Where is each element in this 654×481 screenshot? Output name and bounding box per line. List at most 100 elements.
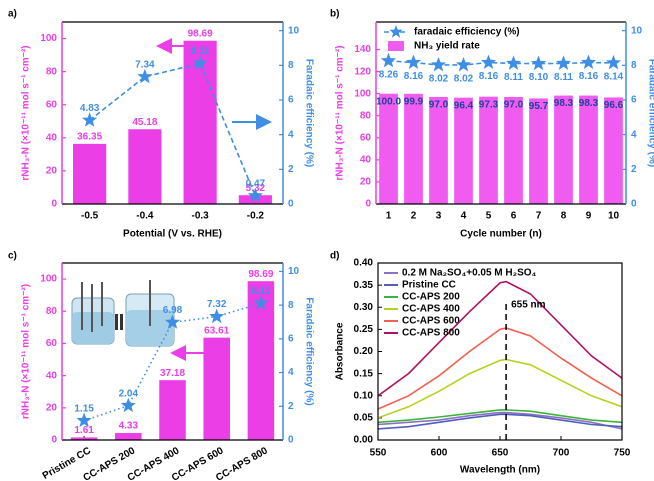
x-tick-label: 750 (614, 448, 631, 459)
fe-marker (164, 314, 181, 329)
spectrum-line (377, 409, 623, 424)
y-tick-label: 100 (40, 274, 57, 285)
y-tick-label: 40 (46, 132, 58, 143)
fe-marker (192, 55, 208, 70)
bar-label: 36.35 (77, 131, 102, 142)
y-axis-title: rNH₃-N (×10⁻¹¹ mol s⁻¹ cm⁻²) (21, 284, 32, 419)
y-tick-label: 80 (46, 306, 58, 317)
fe-label: 8.16 (404, 71, 424, 82)
y-tick-label: 120 (354, 66, 371, 77)
y2-tick-label: 8 (288, 60, 294, 71)
bar (238, 195, 272, 204)
x-tick-label: 600 (431, 448, 448, 459)
bar (115, 433, 142, 440)
bar-label: 100.0 (376, 96, 401, 107)
bar (429, 97, 448, 204)
fe-label: 0.47 (246, 178, 266, 189)
x-tick-label: 4 (461, 211, 467, 222)
bar (504, 97, 523, 204)
y-tick-label: 100 (354, 88, 371, 99)
y-axis-title: rNH₃-N (×10⁻¹¹ mol s⁻¹ cm⁻²) (21, 45, 32, 180)
bar (604, 97, 623, 204)
y-tick-label: 80 (360, 110, 372, 121)
legend-marker (389, 25, 403, 38)
x-tick-label: -0.5 (81, 211, 99, 222)
x-tick-label: 650 (492, 448, 509, 459)
annotation-label: 655 nm (511, 300, 546, 311)
spectrum-line (377, 280, 623, 397)
x-tick-label: 10 (608, 211, 620, 222)
y-tick-label: 80 (46, 66, 58, 77)
plot-frame (377, 262, 623, 441)
x-tick-label: -0.3 (192, 211, 210, 222)
inset-cell (71, 280, 175, 347)
fe-label: 7.34 (135, 59, 155, 70)
fe-label: 8.16 (479, 71, 499, 82)
fe-marker (480, 54, 497, 69)
panel-label: c) (8, 251, 17, 262)
y2-tick-label: 10 (288, 266, 300, 277)
fe-marker (82, 112, 98, 127)
x-tick-label: 700 (553, 448, 570, 459)
spectrum-line (377, 413, 623, 430)
fe-label: 7.32 (207, 299, 227, 310)
fe-marker (380, 52, 397, 68)
bar-label: 63.61 (204, 325, 229, 336)
fe-label: 8.02 (429, 74, 449, 85)
y2-tick-label: 6 (288, 95, 294, 106)
y2-tick-label: 2 (288, 401, 294, 412)
bar-label: 97.0 (504, 100, 524, 111)
y2-axis-title: Faradaic efficiency (%) (303, 59, 314, 167)
fe-marker (455, 57, 472, 72)
fe-line (89, 62, 257, 197)
y2-tick-label: 10 (631, 25, 643, 36)
bar-label: 96.4 (454, 100, 474, 111)
panel: 0 20 40 60 80 100 0 2 4 6 8 10 -0.5 -0.4 -0.3 -0.2 36.35… (21, 21, 314, 240)
panel-label: d) (330, 251, 339, 262)
bar-label: 98.69 (248, 269, 273, 280)
bar (454, 97, 473, 204)
bar-label: 45.18 (132, 117, 157, 128)
fe-marker (137, 68, 153, 84)
bar-label: 95.7 (529, 101, 549, 112)
bar (128, 129, 162, 204)
legend-label: Pristine CC (402, 280, 456, 291)
bar (247, 281, 275, 440)
y-axis-title: Absorbance (335, 322, 346, 380)
y-tick-label: 0.35 (354, 280, 374, 291)
fe-marker (530, 55, 547, 71)
x-axis-title: Cycle number (n) (460, 229, 542, 240)
x-axis-title: Potential (V vs. RHE) (123, 229, 222, 240)
x-tick-label: -0.2 (247, 211, 265, 222)
fe-marker (580, 54, 597, 69)
bar (183, 40, 217, 205)
bar-label: 96.6 (604, 100, 624, 111)
fe-marker (555, 55, 572, 70)
panel: 0.00 0.05 0.10 0.15 0.20 0.25 0.30 0.35 0.40 550 6… (335, 258, 631, 476)
fe-label: 8.14 (604, 72, 624, 83)
x-axis-title: Wavelength (nm) (460, 465, 540, 476)
fe-label: 6.98 (163, 305, 183, 316)
y-tick-label: 0.30 (354, 302, 374, 313)
y2-tick-label: 0 (631, 199, 637, 210)
bar-label: 97.3 (479, 99, 499, 110)
y2-tick-label: 4 (288, 367, 294, 378)
y-tick-label: 0 (51, 199, 57, 210)
bar (579, 95, 598, 204)
fe-label: 4.83 (80, 103, 100, 114)
bar (70, 437, 98, 440)
y-tick-label: 0.20 (354, 346, 374, 357)
y-tick-label: 40 (360, 155, 372, 166)
y-tick-label: 0 (51, 435, 57, 446)
bar-label: 37.18 (160, 368, 185, 379)
legend-label: 0.2 M Na₂SO₄+0.05 M H₂SO₄ (402, 268, 537, 279)
x-tick-label: 9 (586, 211, 592, 222)
fe-label: 8.11 (191, 46, 210, 57)
y-tick-label: 0.25 (354, 324, 374, 335)
legend-label: faradaic efficiency (%) (414, 27, 520, 38)
y-tick-label: 20 (46, 402, 58, 413)
y2-tick-label: 6 (631, 95, 637, 106)
x-tick-label: 7 (536, 211, 542, 222)
bar (479, 96, 498, 204)
